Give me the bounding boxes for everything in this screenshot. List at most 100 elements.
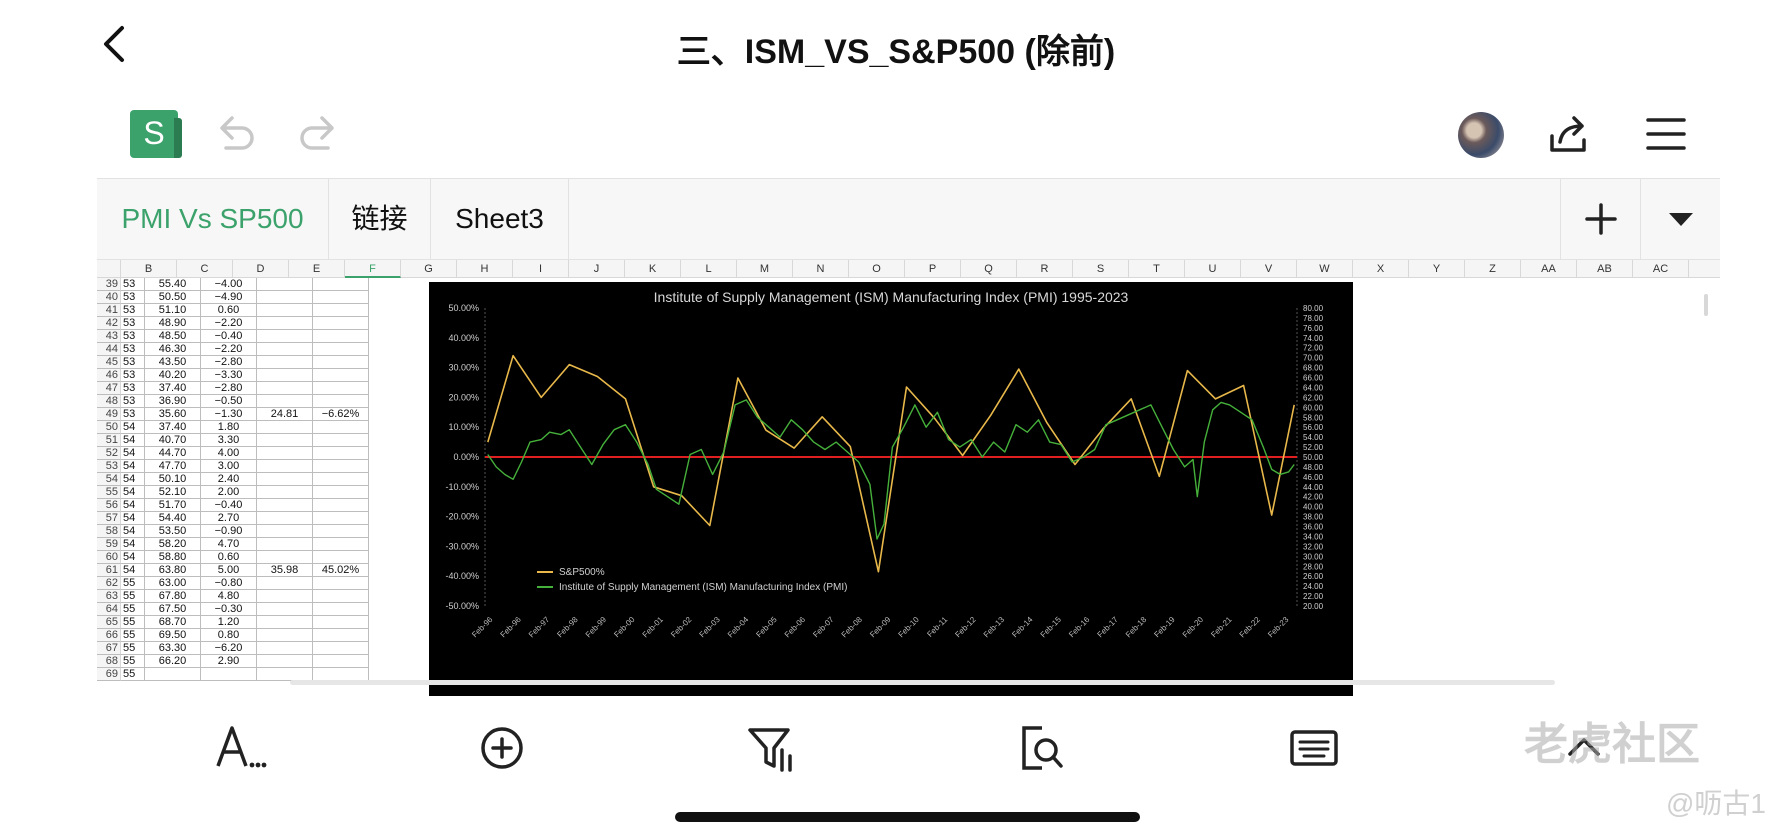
cell-e[interactable] — [313, 655, 369, 668]
column-header[interactable]: U — [1185, 260, 1241, 278]
row-number[interactable]: 40 — [97, 291, 121, 304]
row-number[interactable]: 67 — [97, 642, 121, 655]
cell-d[interactable] — [257, 525, 313, 538]
cell-b[interactable]: 67.80 — [145, 590, 201, 603]
cell-a[interactable]: 53 — [121, 395, 145, 408]
cell-c[interactable]: 2.40 — [201, 473, 257, 486]
cell-d[interactable] — [257, 434, 313, 447]
cell-c[interactable]: −0.40 — [201, 330, 257, 343]
filter-sort-icon[interactable] — [744, 720, 800, 776]
row-number[interactable]: 43 — [97, 330, 121, 343]
cell-d[interactable] — [257, 278, 313, 291]
cell-a[interactable]: 53 — [121, 408, 145, 421]
user-avatar[interactable] — [1458, 112, 1504, 158]
cell-d[interactable] — [257, 668, 313, 681]
cell-c[interactable]: −0.40 — [201, 499, 257, 512]
cell-d[interactable] — [257, 369, 313, 382]
cell-b[interactable]: 51.70 — [145, 499, 201, 512]
redo-icon[interactable] — [294, 110, 342, 158]
cell-b[interactable]: 48.50 — [145, 330, 201, 343]
home-indicator[interactable] — [675, 812, 1140, 822]
cell-a[interactable]: 54 — [121, 538, 145, 551]
cell-b[interactable]: 52.10 — [145, 486, 201, 499]
cell-c[interactable]: 2.00 — [201, 486, 257, 499]
menu-icon[interactable] — [1642, 110, 1690, 158]
column-header[interactable]: P — [905, 260, 961, 278]
cell-a[interactable]: 53 — [121, 369, 145, 382]
cell-c[interactable]: 0.60 — [201, 304, 257, 317]
cell-e[interactable] — [313, 460, 369, 473]
cell-a[interactable]: 55 — [121, 642, 145, 655]
cell-d[interactable] — [257, 291, 313, 304]
row-number[interactable]: 69 — [97, 668, 121, 681]
column-header[interactable]: G — [401, 260, 457, 278]
cell-b[interactable] — [145, 668, 201, 681]
tab-links[interactable]: 链接 — [329, 179, 431, 259]
cell-e[interactable] — [313, 616, 369, 629]
cell-d[interactable] — [257, 460, 313, 473]
column-header[interactable]: Y — [1409, 260, 1465, 278]
row-number[interactable]: 42 — [97, 317, 121, 330]
cell-a[interactable]: 55 — [121, 603, 145, 616]
undo-icon[interactable] — [212, 110, 260, 158]
cell-c[interactable]: 3.00 — [201, 460, 257, 473]
row-number[interactable]: 57 — [97, 512, 121, 525]
cell-d[interactable] — [257, 356, 313, 369]
horizontal-scrollbar[interactable] — [290, 680, 1555, 685]
cell-a[interactable]: 55 — [121, 590, 145, 603]
cell-a[interactable]: 53 — [121, 343, 145, 356]
cell-b[interactable]: 58.80 — [145, 551, 201, 564]
cell-c[interactable]: −6.20 — [201, 642, 257, 655]
cell-b[interactable]: 50.50 — [145, 291, 201, 304]
column-header[interactable]: N — [793, 260, 849, 278]
column-header[interactable]: C — [177, 260, 233, 278]
share-icon[interactable] — [1544, 110, 1592, 158]
row-number[interactable]: 48 — [97, 395, 121, 408]
cell-a[interactable]: 53 — [121, 330, 145, 343]
row-number[interactable]: 59 — [97, 538, 121, 551]
column-header[interactable]: L — [681, 260, 737, 278]
row-number[interactable]: 56 — [97, 499, 121, 512]
cell-c[interactable]: −0.90 — [201, 525, 257, 538]
row-number[interactable]: 49 — [97, 408, 121, 421]
cell-a[interactable]: 55 — [121, 668, 145, 681]
cell-d[interactable] — [257, 577, 313, 590]
column-header[interactable]: F — [345, 260, 401, 278]
cell-e[interactable] — [313, 577, 369, 590]
cell-e[interactable] — [313, 447, 369, 460]
cell-a[interactable]: 53 — [121, 304, 145, 317]
cell-e[interactable] — [313, 291, 369, 304]
column-header[interactable]: V — [1241, 260, 1297, 278]
cell-d[interactable]: 24.81 — [257, 408, 313, 421]
cell-a[interactable]: 54 — [121, 512, 145, 525]
cell-b[interactable]: 50.10 — [145, 473, 201, 486]
cell-a[interactable]: 54 — [121, 473, 145, 486]
row-number[interactable]: 60 — [97, 551, 121, 564]
cell-c[interactable]: 5.00 — [201, 564, 257, 577]
cell-c[interactable]: −0.30 — [201, 603, 257, 616]
cell-b[interactable]: 69.50 — [145, 629, 201, 642]
cell-b[interactable]: 63.30 — [145, 642, 201, 655]
cell-c[interactable]: −0.80 — [201, 577, 257, 590]
cell-c[interactable]: 4.80 — [201, 590, 257, 603]
cell-e[interactable] — [313, 330, 369, 343]
row-number[interactable]: 51 — [97, 434, 121, 447]
row-number[interactable]: 64 — [97, 603, 121, 616]
cell-a[interactable]: 54 — [121, 551, 145, 564]
column-header[interactable]: H — [457, 260, 513, 278]
cell-e[interactable] — [313, 486, 369, 499]
cell-b[interactable]: 51.10 — [145, 304, 201, 317]
cell-e[interactable] — [313, 642, 369, 655]
cell-c[interactable]: −2.20 — [201, 343, 257, 356]
keyboard-icon[interactable] — [1286, 720, 1342, 776]
cell-b[interactable]: 66.20 — [145, 655, 201, 668]
cell-d[interactable] — [257, 486, 313, 499]
column-header[interactable]: AB — [1577, 260, 1633, 278]
cell-d[interactable] — [257, 590, 313, 603]
cell-e[interactable] — [313, 629, 369, 642]
row-number[interactable]: 44 — [97, 343, 121, 356]
column-header[interactable]: K — [625, 260, 681, 278]
cell-d[interactable] — [257, 616, 313, 629]
cell-b[interactable]: 37.40 — [145, 421, 201, 434]
column-header[interactable] — [97, 260, 121, 278]
